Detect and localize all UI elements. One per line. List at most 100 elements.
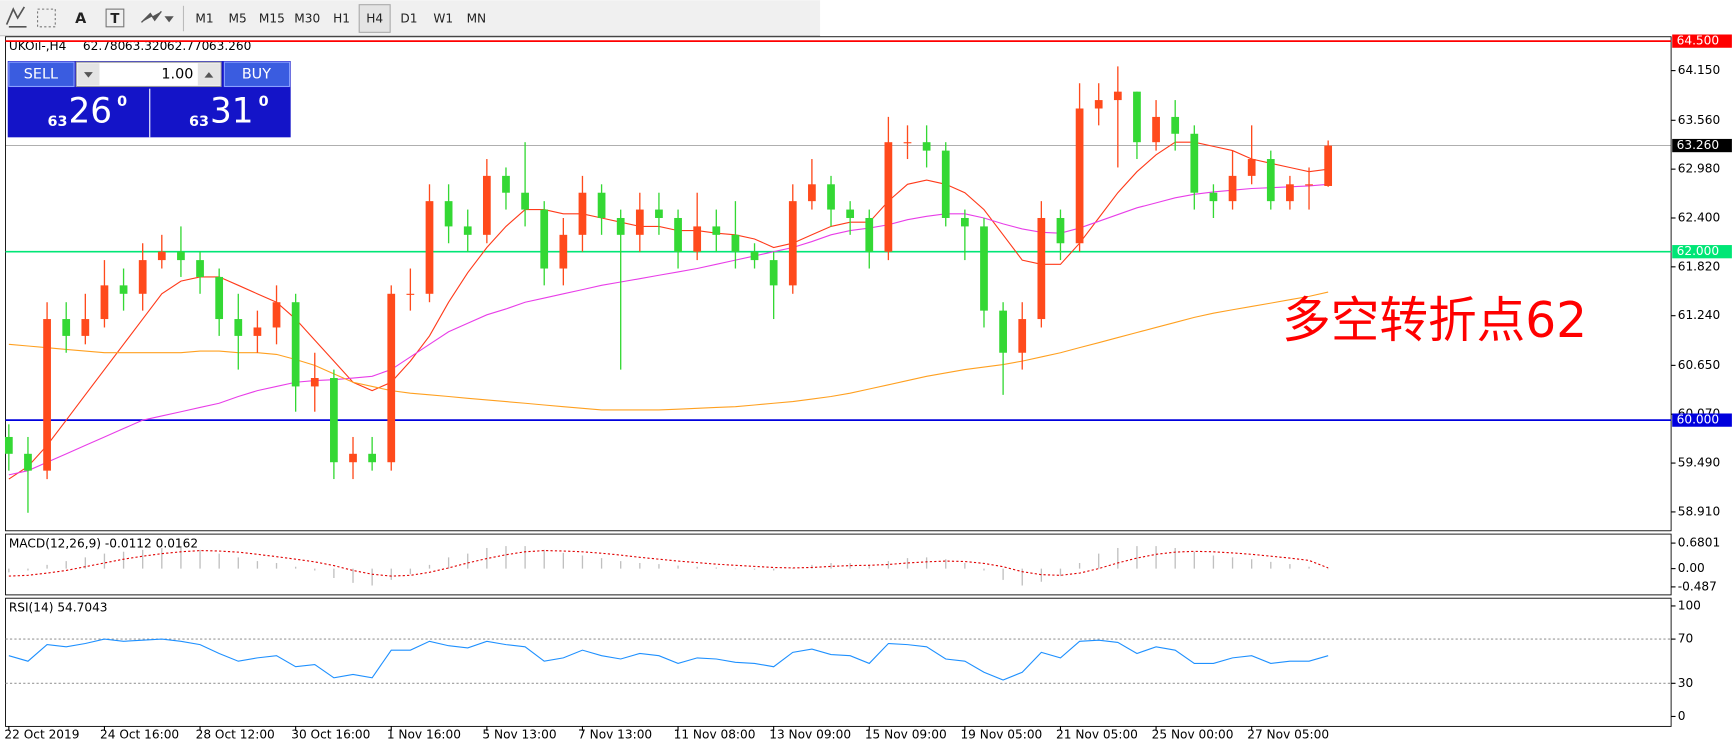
sell-button[interactable] [8, 61, 75, 88]
macd-bar [562, 552, 564, 569]
buy-button[interactable] [223, 61, 291, 88]
macd-bar [1327, 568, 1329, 570]
macd-bar [447, 557, 450, 569]
timeframe-button[interactable]: H4 [366, 12, 383, 26]
x-tick-label: 22 Oct 2019 [4, 728, 79, 742]
panel-title: RSI(14) 54.7043 [9, 601, 108, 615]
level-tag [1672, 138, 1732, 153]
candle-body [1094, 100, 1103, 109]
macd-bar [696, 566, 698, 569]
x-tick-label: 13 Nov 09:00 [769, 728, 851, 742]
timeframe-button[interactable]: H1 [333, 12, 350, 26]
candle-body [1228, 175, 1237, 202]
candle-body [808, 184, 816, 202]
macd-bar [581, 555, 584, 569]
y-tick-label: 0 [1678, 709, 1686, 723]
candle-body [234, 319, 243, 336]
timeframe-button[interactable]: W1 [433, 12, 453, 26]
macd-bar [1174, 547, 1176, 569]
y-tick-label: 58.910 [1678, 504, 1720, 518]
candle-body [119, 285, 128, 294]
tool-icon[interactable] [141, 10, 174, 23]
macd-bar [849, 562, 851, 569]
timeframe-button[interactable]: M5 [229, 12, 247, 26]
timeframe-button[interactable]: M30 [294, 12, 320, 26]
sell-label[interactable]: SELL [24, 66, 58, 82]
panel-title: UKOil-,H4 [9, 39, 67, 53]
candle-body [1152, 116, 1160, 143]
macd-bar [600, 558, 603, 569]
y-tick-label: 30 [1678, 676, 1693, 690]
macd-bar [734, 568, 737, 570]
x-tick-label: 1 Nov 16:00 [387, 728, 461, 742]
candle-body [865, 217, 874, 252]
timeframe-button[interactable]: M1 [195, 12, 213, 26]
macd-bar [830, 562, 832, 569]
candle-body [1305, 184, 1313, 186]
level-tag [1672, 413, 1732, 427]
tool-icon[interactable] [5, 6, 27, 28]
timeframe-button[interactable]: M15 [259, 12, 285, 26]
candle-body [750, 251, 759, 261]
x-tick-label: 25 Nov 00:00 [1152, 728, 1234, 742]
macd-bar [1136, 546, 1138, 569]
candle-body [62, 319, 71, 336]
candle-body [635, 209, 644, 235]
macd-bar [772, 568, 775, 571]
macd-bar [1193, 551, 1195, 569]
candle-body [616, 217, 625, 235]
candle-body [788, 201, 797, 286]
lots-value[interactable]: 1.00 [161, 66, 193, 82]
macd-bar [868, 564, 870, 569]
lots-input[interactable] [75, 61, 222, 88]
macd-bar [1308, 566, 1310, 569]
candle-body [999, 310, 1007, 353]
macd-bar [677, 565, 679, 569]
timeframe-button[interactable]: D1 [400, 12, 417, 26]
macd-bar [1002, 568, 1004, 580]
candle-body [1324, 145, 1333, 186]
candle-body [655, 209, 663, 218]
macd-bar [1270, 561, 1272, 569]
timeframe-button[interactable]: MN [467, 12, 487, 26]
macd-bar [1021, 568, 1023, 586]
candle-body [712, 226, 721, 235]
level-label: 60.000 [1677, 413, 1719, 427]
buy-label[interactable]: BUY [242, 66, 271, 82]
tool-label[interactable]: T [110, 12, 119, 27]
macd-bar [715, 567, 717, 569]
macd-bar [8, 568, 10, 573]
candle-body [846, 209, 855, 218]
tool-text[interactable]: A [75, 11, 87, 27]
panel-frame [5, 36, 1672, 532]
candle-body [540, 209, 549, 269]
x-tick-label: 15 Nov 09:00 [865, 728, 947, 742]
x-tick-label: 30 Oct 16:00 [291, 728, 370, 742]
panel-title: MACD(12,26,9) -0.0112 0.0162 [9, 537, 198, 551]
macd-bar [658, 564, 660, 569]
candle-body [1037, 217, 1046, 320]
annotation: 多空转折点62 [1282, 293, 1587, 349]
macd-bar [27, 568, 29, 571]
macd-bar [505, 546, 507, 569]
candle-body [1113, 91, 1122, 101]
macd-signal [8, 550, 1329, 577]
macd-bar [925, 557, 928, 569]
macd-bar [409, 568, 412, 575]
level-tag [1672, 34, 1732, 48]
y-tick-label: 60.650 [1678, 358, 1720, 372]
y-tick-label: 61.240 [1678, 308, 1720, 322]
y-tick-label: 70 [1678, 632, 1693, 646]
macd-bar [352, 568, 354, 583]
macd-bar [792, 567, 794, 569]
x-tick-label: 19 Nov 05:00 [960, 728, 1042, 742]
macd-bar [1289, 564, 1291, 569]
tool-icon[interactable] [105, 8, 125, 28]
candle-body [100, 285, 109, 320]
panel-frame [5, 597, 1672, 727]
macd-bar [887, 561, 890, 569]
tool-icon[interactable] [37, 8, 56, 28]
arrow [83, 72, 93, 78]
candle-body [597, 192, 606, 218]
header-value: 63.320 [125, 39, 167, 53]
